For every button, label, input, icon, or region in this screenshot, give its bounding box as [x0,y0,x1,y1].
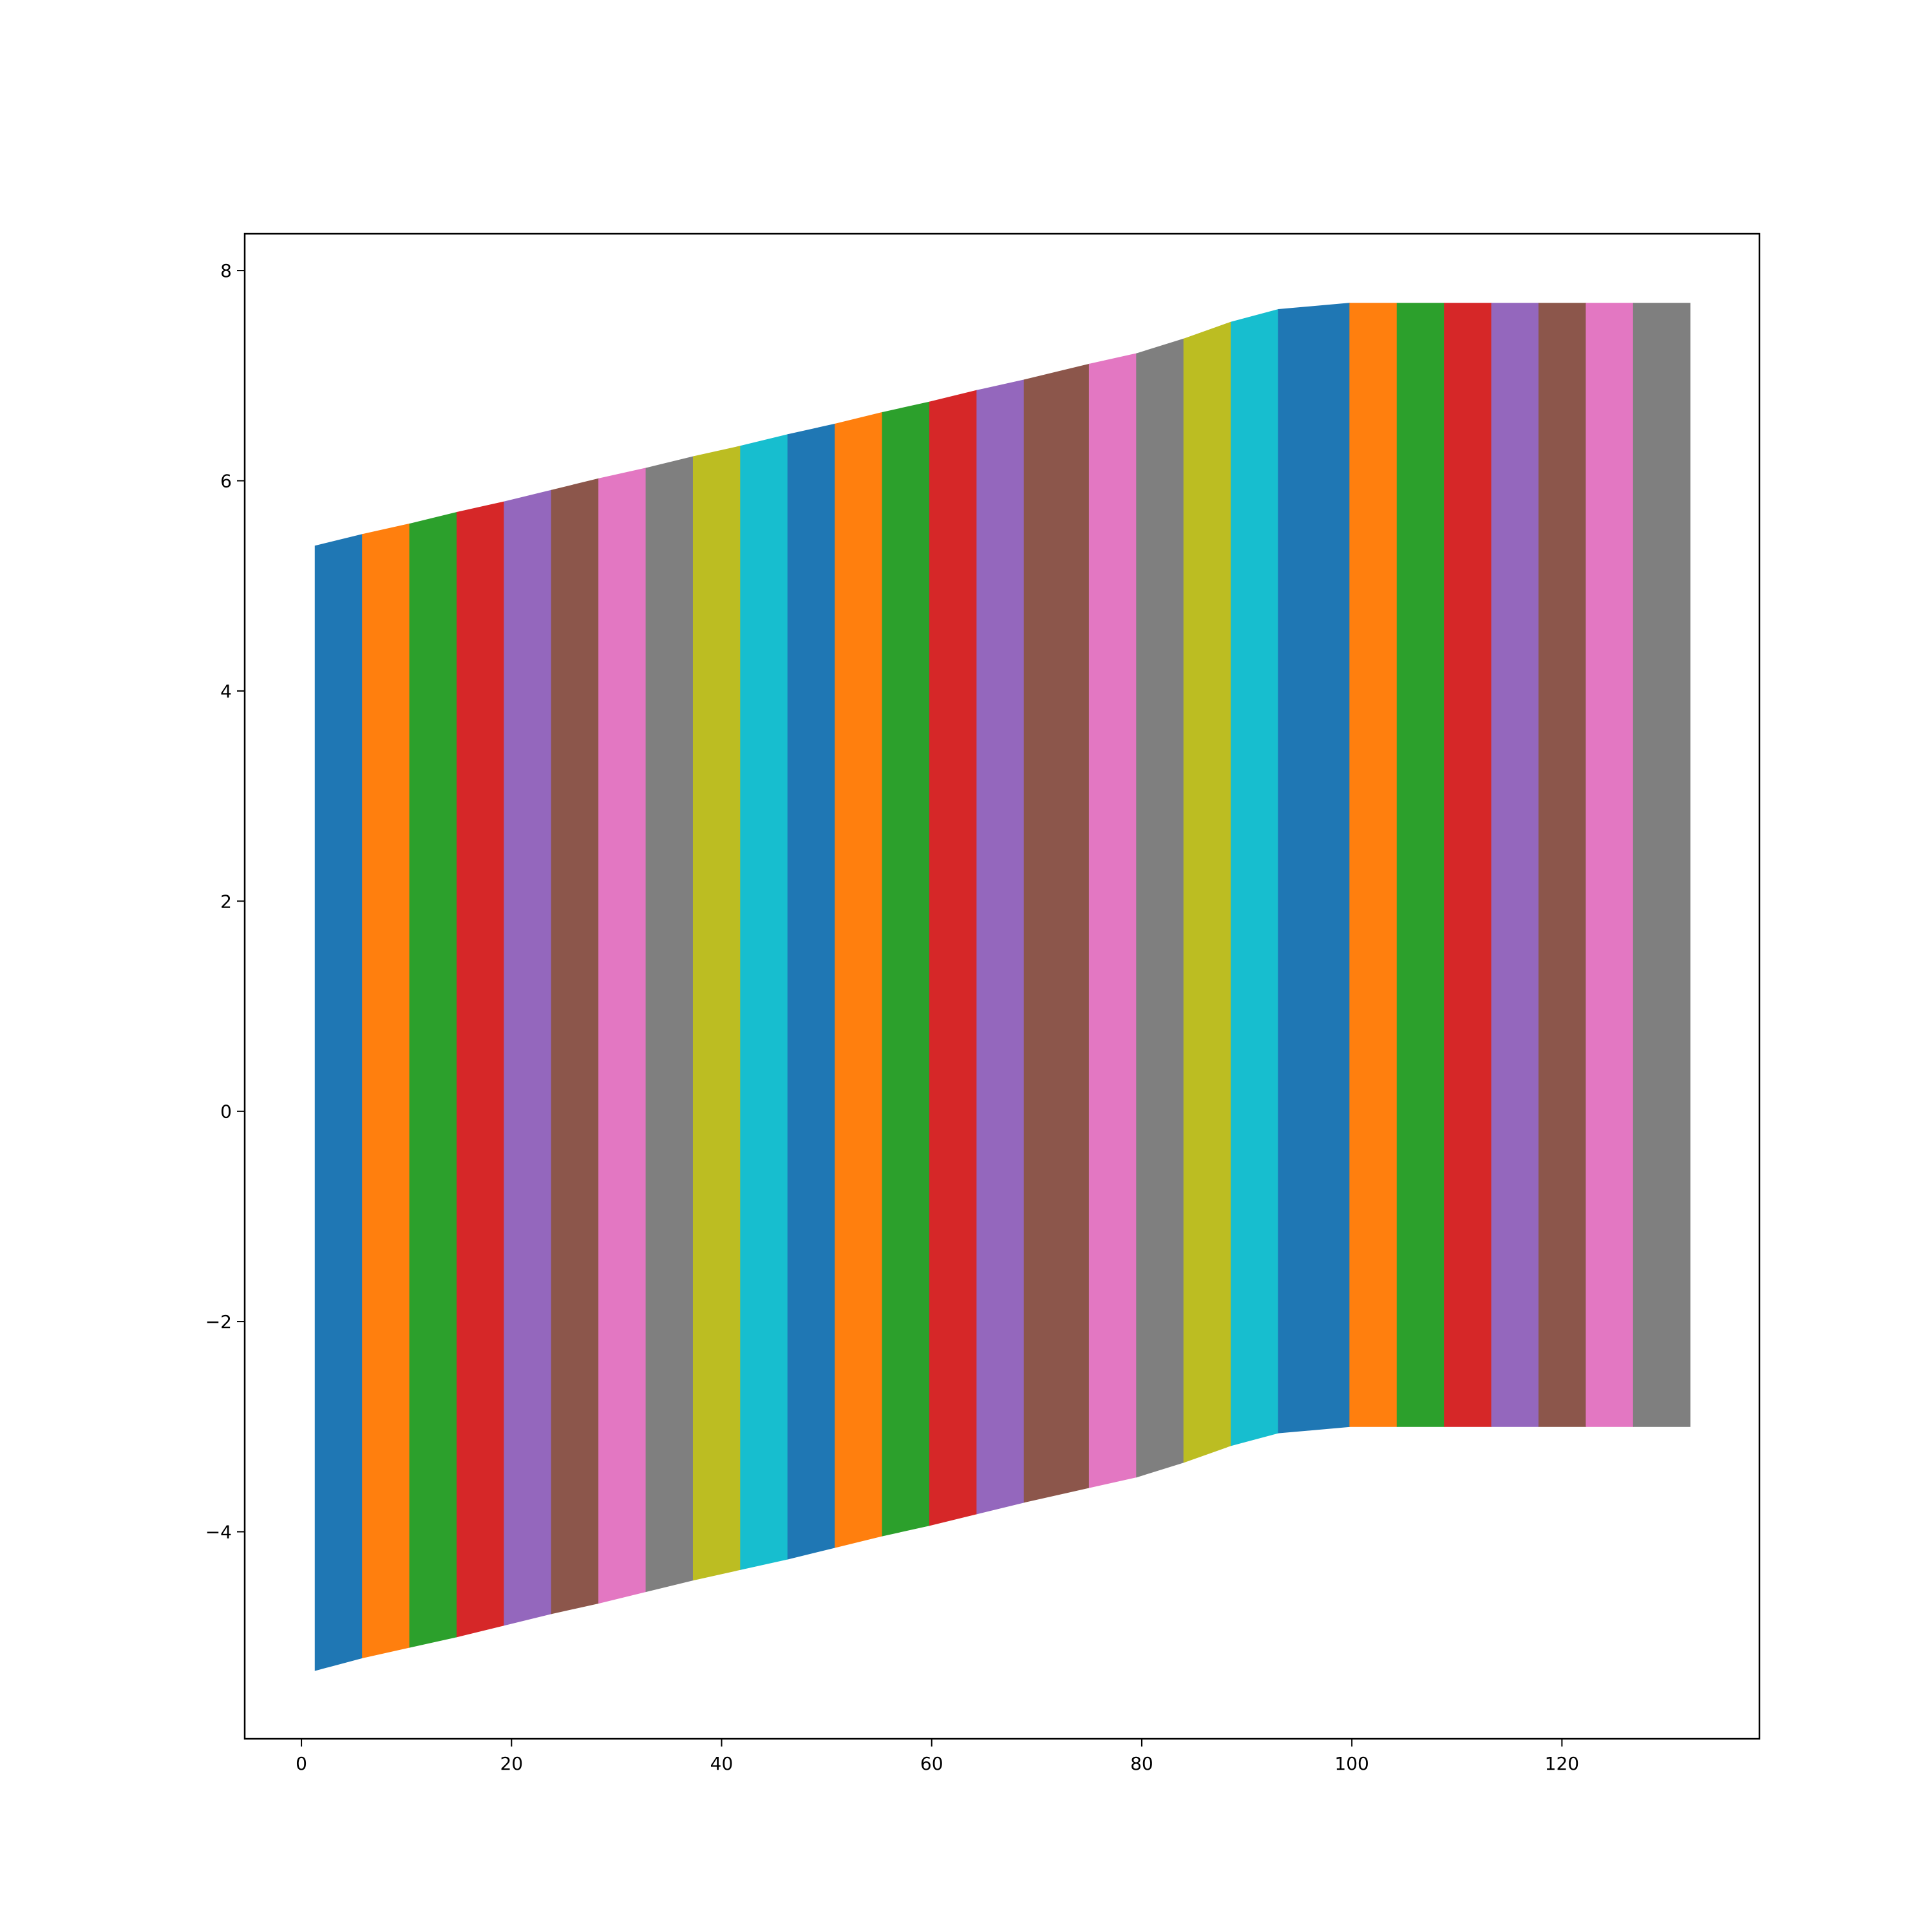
y-tick-label: 0 [220,1101,232,1122]
x-tick-label: 100 [1334,1753,1368,1774]
y-tick-label: 4 [220,681,232,702]
band-20 [1231,308,1279,1446]
band-23 [1396,303,1445,1427]
y-tick-label: 8 [220,260,232,281]
band-9 [692,446,741,1581]
band-22 [1349,303,1397,1427]
x-tick-label: 80 [1130,1753,1153,1774]
band-28 [1633,303,1690,1427]
y-tick-label: 6 [220,471,232,492]
band-16 [1023,363,1090,1503]
band-19 [1183,321,1232,1463]
band-5 [504,489,552,1626]
y-tick-label: 2 [220,891,232,912]
axes-frame [243,232,1761,1740]
band-25 [1491,303,1539,1427]
band-11 [787,423,836,1560]
band-1 [314,534,363,1671]
x-tick-label: 20 [500,1753,523,1774]
band-6 [551,478,600,1615]
band-21 [1278,303,1350,1434]
band-12 [835,412,883,1548]
band-8 [645,456,694,1593]
band-26 [1538,303,1587,1427]
band-14 [929,390,978,1526]
band-17 [1088,353,1137,1488]
band-24 [1444,303,1492,1427]
x-axis: 0 20 40 60 80 100 120 [296,1739,1579,1774]
band-27 [1586,303,1634,1427]
band-3 [409,511,457,1648]
x-tick-label: 120 [1545,1753,1579,1774]
band-4 [456,501,505,1638]
band-13 [882,401,930,1537]
band-15 [976,379,1025,1515]
band-18 [1136,338,1184,1478]
band-10 [740,434,788,1570]
x-tick-label: 40 [710,1753,734,1774]
y-tick-label: −2 [205,1311,232,1332]
x-tick-label: 60 [920,1753,943,1774]
x-tick-label: 0 [296,1753,307,1774]
band-layer [314,303,1690,1671]
band-7 [598,468,647,1604]
y-axis: −4 −2 0 2 4 6 8 [205,260,245,1542]
y-tick-label: −4 [205,1521,232,1542]
band-2 [362,523,410,1658]
